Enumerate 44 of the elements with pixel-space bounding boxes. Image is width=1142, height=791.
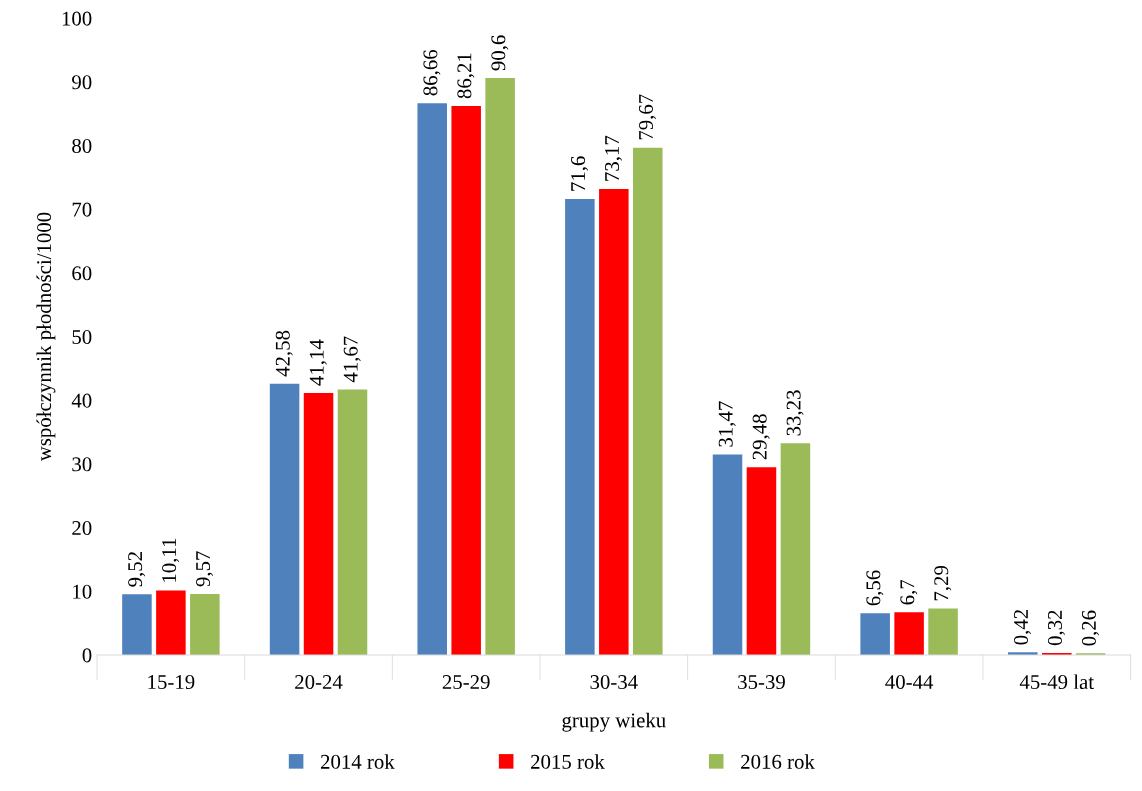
- data-label: 0,26: [1081, 610, 1099, 646]
- data-label: 41,14: [309, 339, 327, 386]
- data-label: 86,66: [423, 49, 441, 96]
- y-tick-label: 10: [73, 584, 92, 599]
- data-label: 6,56: [866, 570, 884, 606]
- data-label: 31,47: [718, 401, 736, 447]
- y-tick-label: 0: [82, 648, 92, 663]
- data-label: 90,6: [491, 35, 509, 71]
- x-tick-label: 40-44: [885, 674, 934, 690]
- y-tick-label: 70: [72, 202, 92, 217]
- y-tick-label: 60: [72, 266, 92, 281]
- data-label: 42,58: [275, 330, 293, 377]
- y-axis-title: współczynnik płodności/1000: [36, 212, 56, 462]
- data-label: 10,11: [162, 538, 180, 582]
- data-label: 9,52: [128, 552, 146, 587]
- x-tick-label: 25-29: [442, 675, 490, 690]
- data-label: 7,29: [934, 565, 952, 601]
- legend-label: 2016 rok: [741, 754, 815, 769]
- y-tick-label: 50: [72, 329, 92, 344]
- data-label: 29,48: [752, 414, 770, 460]
- y-tick-label: 100: [62, 11, 92, 26]
- data-label: 86,21: [457, 53, 475, 99]
- data-label: 6,7: [900, 579, 918, 605]
- legend-label: 2014 rok: [320, 754, 395, 769]
- x-tick-label: 30-34: [590, 674, 638, 690]
- data-label: 79,67: [639, 94, 656, 140]
- y-tick-label: 30: [72, 457, 92, 472]
- x-tick-label: 35-39: [738, 675, 785, 690]
- data-label: 0,32: [1047, 610, 1065, 646]
- data-label: 71,6: [571, 156, 589, 191]
- x-axis-title: grupy wieku: [562, 712, 666, 732]
- x-tick-label: 15-19: [148, 675, 195, 690]
- x-tick-label: 20-24: [295, 674, 343, 690]
- data-label: 9,57: [196, 551, 214, 587]
- y-tick-label: 90: [72, 75, 92, 90]
- y-tick-label: 40: [71, 393, 92, 408]
- data-label: 41,67: [343, 336, 361, 383]
- data-label: 73,17: [605, 135, 623, 181]
- x-tick-label: 45-49 lat: [1019, 674, 1094, 690]
- y-tick-label: 80: [72, 138, 92, 153]
- legend-label: 2015 rok: [531, 754, 605, 769]
- data-label: 0,42: [1013, 610, 1032, 645]
- data-label: 33,23: [786, 390, 804, 436]
- y-tick-label: 20: [72, 520, 92, 536]
